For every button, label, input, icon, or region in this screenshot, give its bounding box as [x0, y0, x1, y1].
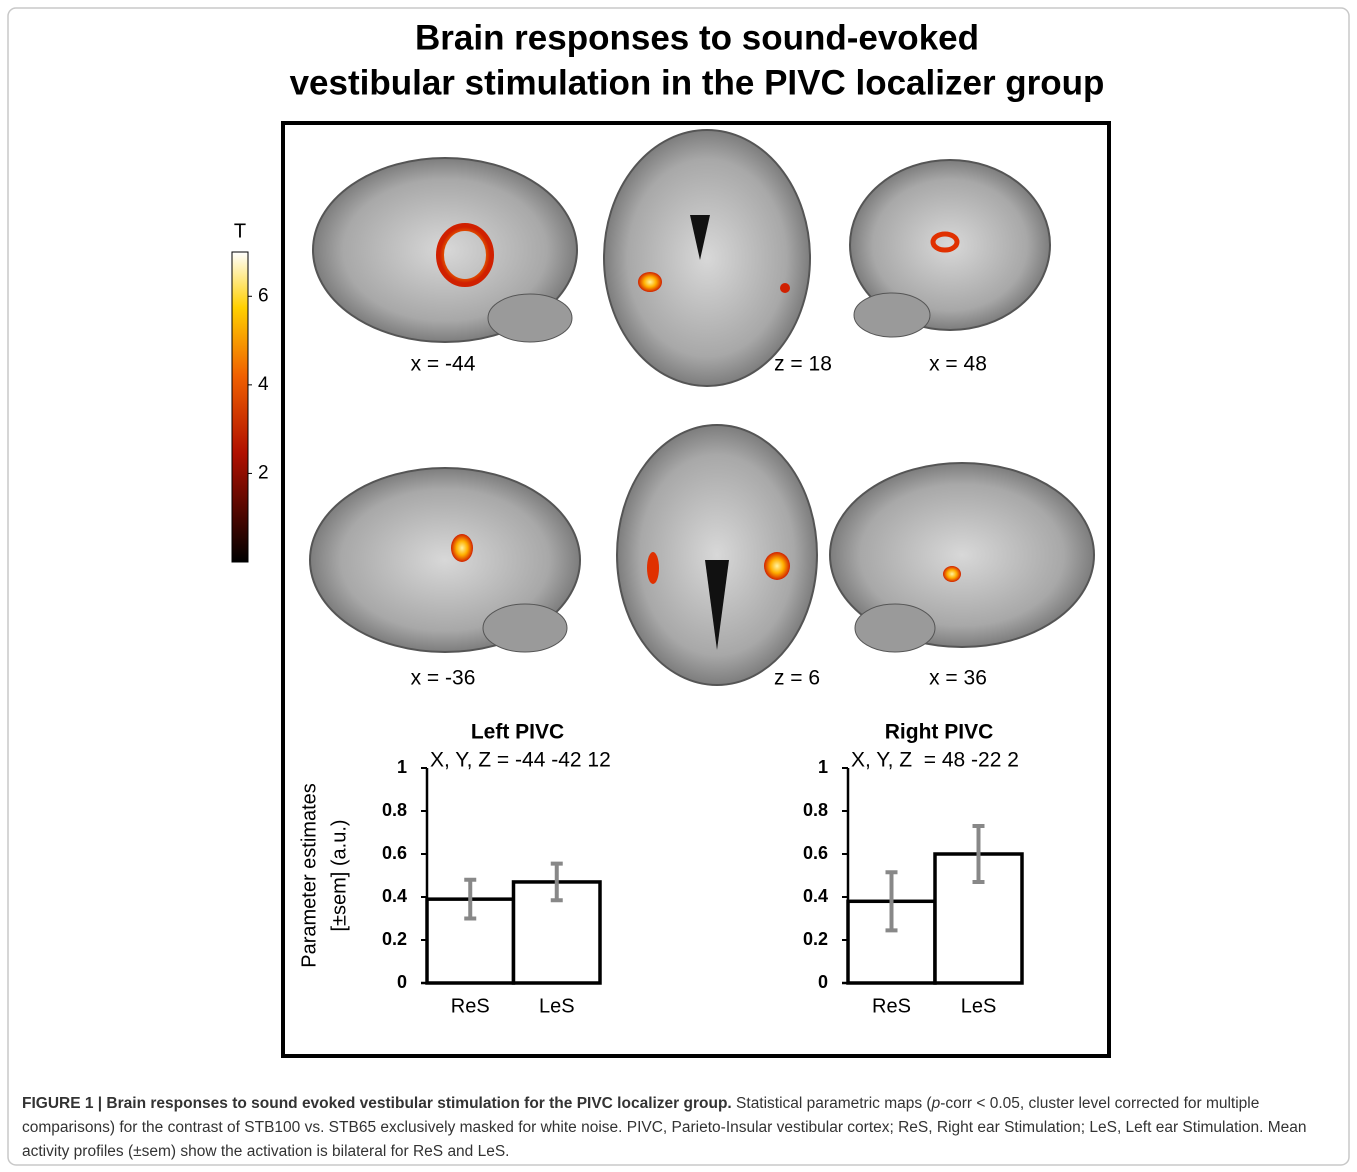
slice-label: z = 6 [774, 667, 820, 690]
chart-title: Right PIVC [885, 721, 994, 744]
figure-title: Brain responses to sound-evoked [415, 18, 979, 57]
x-tick-label: ReS [872, 995, 911, 1017]
y-tick-label: 0.2 [803, 929, 828, 949]
activation [943, 566, 961, 582]
x-tick-label: LeS [539, 995, 575, 1017]
chart-subtitle: X, Y, Z = -44 -42 12 [430, 749, 611, 772]
slice-label: z = 18 [774, 353, 832, 376]
figure-title: vestibular stimulation in the PIVC local… [290, 63, 1105, 102]
colorbar-tick-label: 4 [258, 374, 269, 395]
figure: Brain responses to sound-evoked vestibul… [0, 0, 1357, 1172]
chart-title: Left PIVC [471, 721, 564, 744]
colorbar [232, 252, 248, 562]
page: Brain responses to sound-evoked vestibul… [0, 0, 1357, 1172]
y-tick-label: 1 [397, 757, 407, 777]
y-axis-label: [±sem] (a.u.) [328, 819, 350, 931]
y-tick-label: 0.4 [382, 886, 407, 906]
activation [638, 272, 662, 292]
y-tick-label: 0.6 [803, 843, 828, 863]
slice-label: x = -44 [411, 353, 476, 376]
activation [451, 534, 473, 562]
cerebellum [488, 294, 572, 342]
colorbar-label: T [234, 220, 246, 242]
activation [764, 552, 790, 580]
slice-label: x = 48 [929, 353, 987, 376]
y-tick-label: 0 [818, 972, 828, 992]
y-tick-label: 0 [397, 972, 407, 992]
brain-slice [604, 130, 810, 386]
cerebellum [854, 293, 930, 337]
y-tick-label: 0.8 [382, 800, 407, 820]
caption-text: Statistical parametric maps ( [736, 1095, 932, 1112]
y-tick-label: 0.6 [382, 843, 407, 863]
y-tick-label: 0.2 [382, 929, 407, 949]
x-tick-label: ReS [451, 995, 490, 1017]
y-tick-label: 0.4 [803, 886, 828, 906]
y-tick-label: 1 [818, 757, 828, 777]
activation [647, 552, 659, 584]
y-tick-label: 0.8 [803, 800, 828, 820]
brain-images [310, 130, 1094, 685]
caption-label: FIGURE 1 | Brain responses to sound evok… [22, 1095, 732, 1112]
cerebellum [855, 604, 935, 652]
caption-italic: p [932, 1095, 941, 1112]
colorbar-tick-label: 6 [258, 285, 269, 306]
slice-label: x = 36 [929, 667, 987, 690]
colorbar-tick-label: 2 [258, 462, 269, 483]
activation [780, 283, 790, 293]
caption: FIGURE 1 | Brain responses to sound evok… [22, 1092, 1334, 1164]
y-axis-label: Parameter estimates [298, 783, 320, 968]
cerebellum [483, 604, 567, 652]
slice-label: x = -36 [411, 667, 476, 690]
x-tick-label: LeS [961, 995, 997, 1017]
chart-subtitle: X, Y, Z = 48 -22 2 [851, 749, 1019, 772]
